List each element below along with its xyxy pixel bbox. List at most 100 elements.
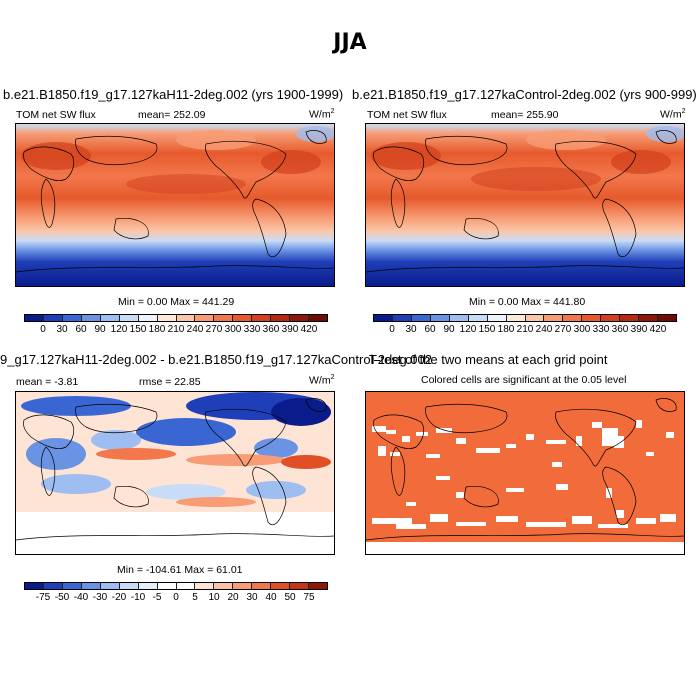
top-right-units: W/m2 xyxy=(660,108,686,121)
top-left-colorbar-tick-label: 120 xyxy=(110,324,128,335)
top-right-minmax: Min = 0.00 Max = 441.80 xyxy=(469,296,586,308)
top-right-colorbar xyxy=(373,314,677,322)
top-right-mean-label: mean= xyxy=(491,109,524,121)
top-left-colorbar-cell xyxy=(252,315,272,321)
top-left-colorbar-cell xyxy=(25,315,44,321)
top-left-colorbar-cell xyxy=(290,315,310,321)
top-right-colorbar-tick-label: 180 xyxy=(497,324,515,335)
top-left-colorbar-cell xyxy=(138,315,158,321)
bottom-right-panel-title: T-test of the two means at each grid poi… xyxy=(369,352,608,367)
top-left-units: W/m2 xyxy=(309,108,335,121)
top-right-variable-label: TOM net SW flux xyxy=(367,109,447,121)
top-right-colorbar-cell xyxy=(601,315,621,321)
top-left-colorbar-tick-label: 60 xyxy=(75,324,87,335)
bottom-left-colorbar-tick-label: -5 xyxy=(152,592,162,603)
top-right-colorbar-tick-label: 330 xyxy=(592,324,610,335)
bottom-left-colorbar-cell xyxy=(309,583,327,589)
bottom-right-map xyxy=(365,391,685,555)
top-left-colorbar-cell xyxy=(62,315,82,321)
top-right-colorbar-cell xyxy=(392,315,412,321)
top-left-colorbar-tick-label: 360 xyxy=(262,324,280,335)
bottom-left-colorbar-cell xyxy=(119,583,139,589)
bottom-left-colorbar-cell xyxy=(271,583,291,589)
bottom-left-colorbar-tick-label: -20 xyxy=(111,592,127,603)
top-right-map xyxy=(365,123,685,287)
top-left-colorbar-tick-label: 0 xyxy=(40,324,46,335)
top-right-colorbar-cell xyxy=(544,315,564,321)
bottom-left-colorbar-cell xyxy=(25,583,44,589)
top-right-panel-title: b.e21.B1850.f19_g17.127kaControl-2deg.00… xyxy=(352,87,697,102)
bottom-left-rmse: rmse = 22.85 xyxy=(139,376,201,388)
top-left-colorbar-cell xyxy=(157,315,177,321)
bottom-left-colorbar-cell xyxy=(290,583,310,589)
significance-fill xyxy=(366,392,684,554)
figure-title: JJA xyxy=(333,30,367,55)
top-right-mean: mean= 255.90 xyxy=(491,109,558,121)
top-left-colorbar-cell xyxy=(271,315,291,321)
top-left-colorbar-tick-label: 180 xyxy=(148,324,166,335)
top-left-colorbar-cell xyxy=(100,315,120,321)
top-right-colorbar-cell xyxy=(563,315,583,321)
bottom-left-colorbar-tick-label: -40 xyxy=(73,592,89,603)
top-left-colorbar-tick-label: 270 xyxy=(205,324,223,335)
bottom-left-panel-title: 9_g17.127kaH11-2deg.002 - b.e21.B1850.f1… xyxy=(0,352,432,367)
bottom-left-colorbar-tick-label: -30 xyxy=(92,592,108,603)
bottom-left-colorbar-tick-label: -75 xyxy=(35,592,51,603)
bottom-left-colorbar-tick-label: 10 xyxy=(208,592,220,603)
top-left-colorbar-tick-label: 90 xyxy=(94,324,106,335)
bottom-left-units: W/m2 xyxy=(309,374,335,387)
bottom-left-colorbar-cell xyxy=(252,583,272,589)
top-left-colorbar xyxy=(24,314,328,322)
bottom-left-colorbar-tick-label: 50 xyxy=(284,592,296,603)
top-right-colorbar-tick-label: 300 xyxy=(573,324,591,335)
top-right-colorbar-tick-label: 390 xyxy=(630,324,648,335)
bottom-left-colorbar-tick-label: 30 xyxy=(246,592,258,603)
top-left-colorbar-cell xyxy=(176,315,196,321)
bottom-left-colorbar-cell xyxy=(138,583,158,589)
top-left-colorbar-tick-label: 390 xyxy=(281,324,299,335)
top-left-colorbar-tick-label: 150 xyxy=(129,324,147,335)
top-left-colorbar-tick-label: 30 xyxy=(56,324,68,335)
bottom-left-minmax: Min = -104.61 Max = 61.01 xyxy=(117,564,243,576)
top-left-colorbar-cell xyxy=(43,315,63,321)
bottom-left-colorbar xyxy=(24,582,328,590)
bottom-left-colorbar-cell xyxy=(43,583,63,589)
bottom-left-colorbar-cell xyxy=(81,583,101,589)
bottom-left-colorbar-tick-label: -50 xyxy=(54,592,70,603)
top-right-colorbar-cell xyxy=(374,315,393,321)
top-left-colorbar-cell xyxy=(81,315,101,321)
bottom-left-colorbar-tick-label: 40 xyxy=(265,592,277,603)
bottom-right-subtitle: Colored cells are significant at the 0.0… xyxy=(421,374,627,386)
top-right-colorbar-cell xyxy=(468,315,488,321)
top-left-colorbar-tick-label: 240 xyxy=(186,324,204,335)
top-right-colorbar-cell xyxy=(430,315,450,321)
top-right-colorbar-cell xyxy=(582,315,602,321)
bottom-left-colorbar-tick-label: -10 xyxy=(130,592,146,603)
top-right-colorbar-tick-label: 60 xyxy=(424,324,436,335)
top-right-colorbar-tick-label: 150 xyxy=(478,324,496,335)
top-left-colorbar-cell xyxy=(309,315,327,321)
top-right-colorbar-tick-label: 30 xyxy=(405,324,417,335)
bottom-left-colorbar-tick-label: 75 xyxy=(303,592,315,603)
top-left-colorbar-tick-label: 420 xyxy=(300,324,318,335)
top-right-colorbar-cell xyxy=(639,315,659,321)
top-left-mean-label: mean= xyxy=(138,109,171,121)
bottom-left-colorbar-tick-label: 20 xyxy=(227,592,239,603)
top-right-colorbar-tick-label: 120 xyxy=(459,324,477,335)
top-right-colorbar-cell xyxy=(487,315,507,321)
top-left-colorbar-tick-label: 330 xyxy=(243,324,261,335)
top-left-colorbar-cell xyxy=(214,315,234,321)
top-right-mean-value: 255.90 xyxy=(526,109,559,121)
bottom-left-colorbar-cell xyxy=(233,583,253,589)
top-left-colorbar-tick-label: 210 xyxy=(167,324,185,335)
top-right-colorbar-cell xyxy=(506,315,526,321)
top-right-colorbar-tick-label: 210 xyxy=(516,324,534,335)
bottom-left-mean: mean = -3.81 xyxy=(16,376,79,388)
bottom-left-colorbar-cell xyxy=(195,583,215,589)
top-right-colorbar-tick-label: 360 xyxy=(611,324,629,335)
bottom-left-colorbar-tick-label: 5 xyxy=(192,592,198,603)
top-right-colorbar-cell xyxy=(620,315,640,321)
top-left-mean: mean= 252.09 xyxy=(138,109,205,121)
bottom-left-colorbar-cell xyxy=(214,583,234,589)
top-left-colorbar-cell xyxy=(119,315,139,321)
